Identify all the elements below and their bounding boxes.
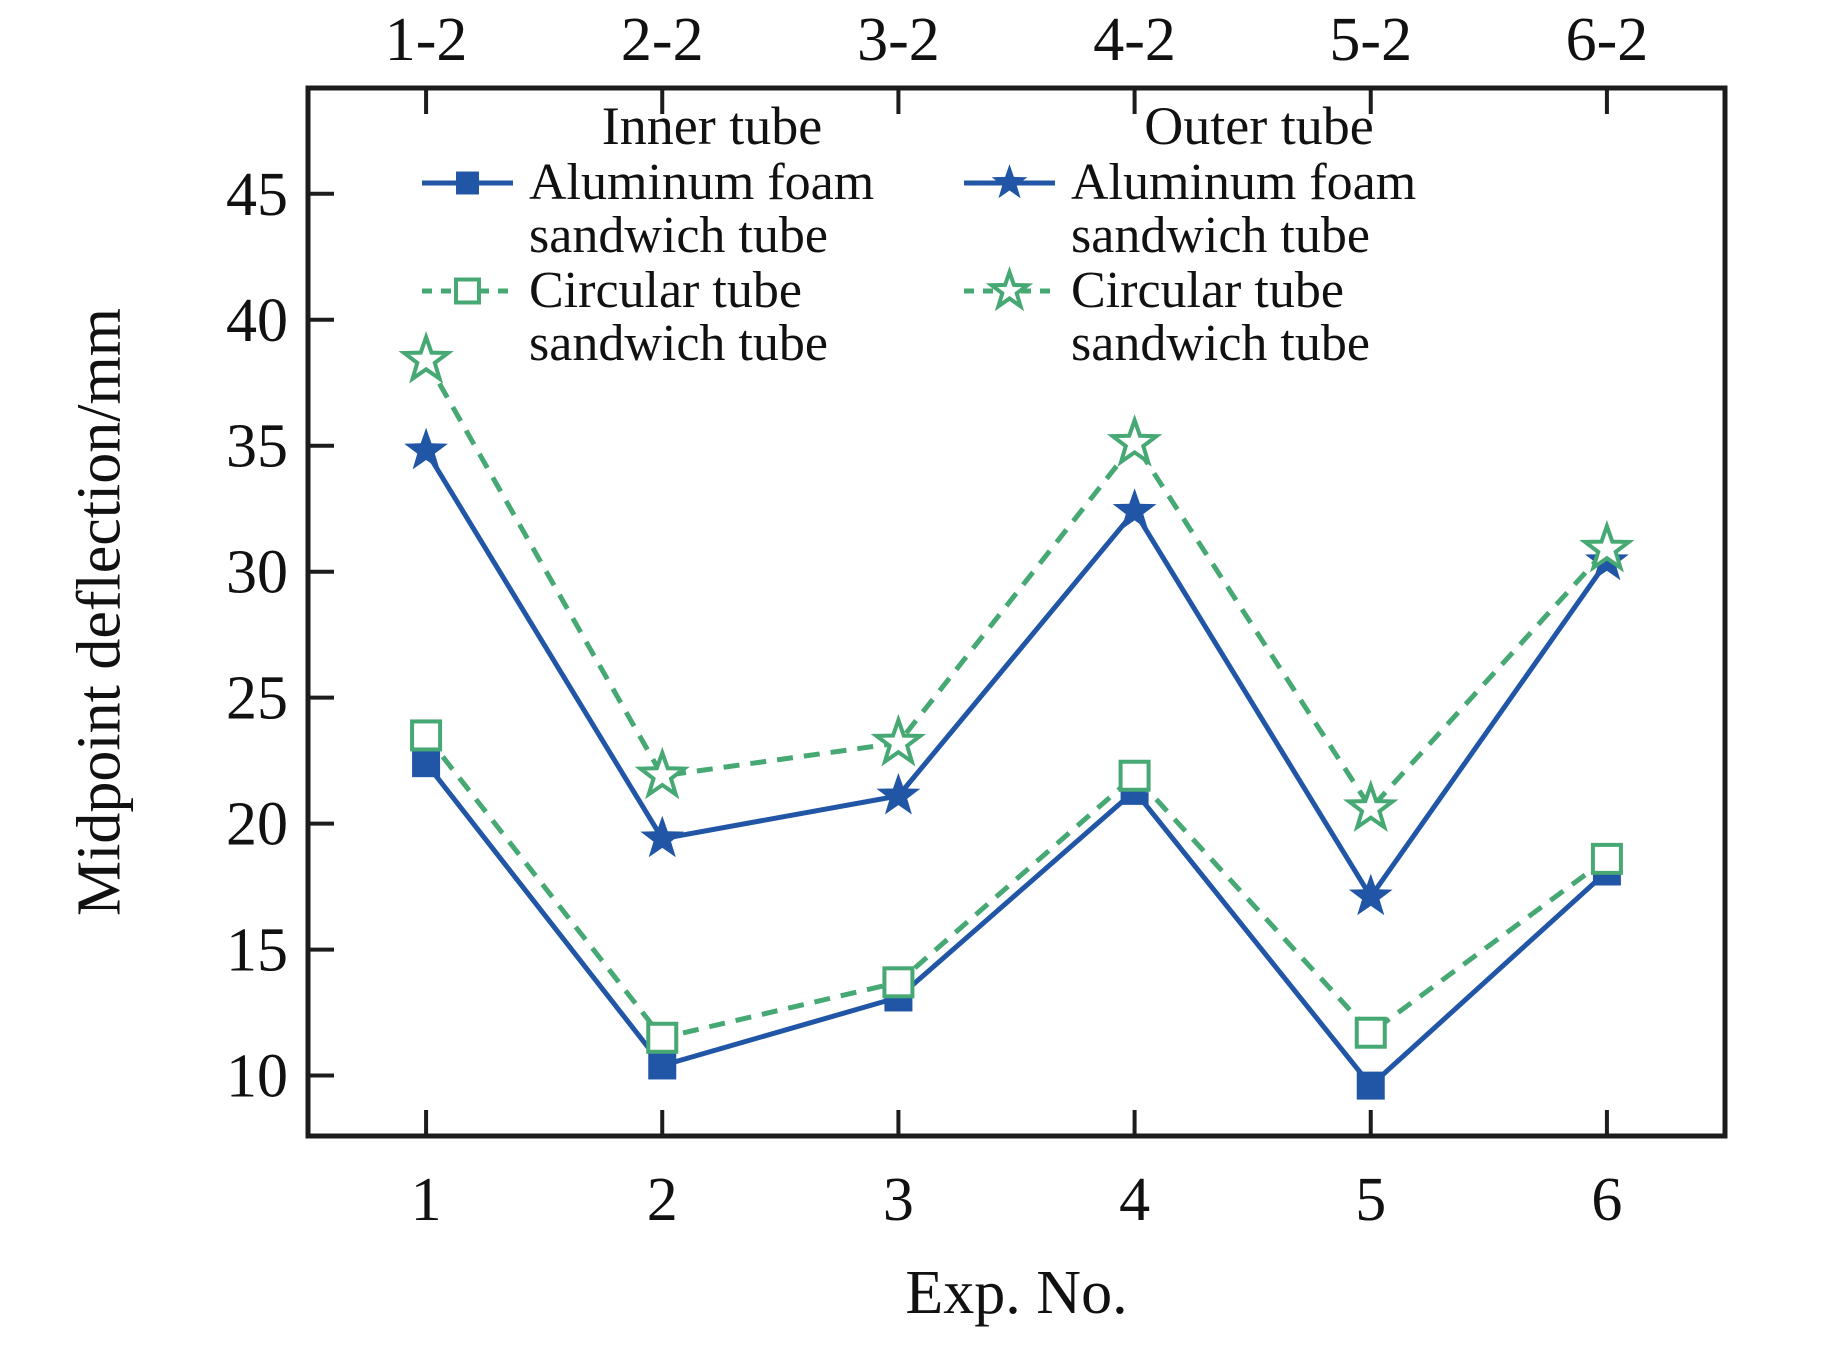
legend-column-inner: Inner tube Aluminum foam sandwich tube C…: [420, 98, 895, 370]
x-axis-title: Exp. No.: [905, 1259, 1128, 1327]
series-1: [410, 719, 1623, 1054]
legend-sample-marker: [985, 265, 1034, 312]
legend-marker-filled-star-icon: [964, 164, 1055, 199]
series-2: [404, 427, 1629, 916]
legend-header-outer: Outer tube: [1144, 96, 1374, 156]
series-line-1: [424, 733, 1609, 1041]
legend-label-outer-circular: Circular tube sandwich tube: [1071, 262, 1370, 372]
legend-label-inner-aluminum: Aluminum foam sandwich tube: [529, 154, 875, 264]
marker-s1-x6: [1590, 842, 1623, 875]
x-tick-label-top: 5-2: [1329, 6, 1412, 74]
legend-sample-marker: [454, 277, 481, 305]
legend-label-outer-aluminum: Aluminum foam sandwich tube: [1071, 154, 1417, 264]
marker-s1-x2: [646, 1021, 679, 1054]
x-tick-label-top: 2-2: [621, 6, 704, 74]
marker-s1-x3: [882, 966, 915, 999]
x-tick-label-bottom: 2: [647, 1166, 678, 1234]
y-tick-label: 45: [226, 161, 288, 229]
y-tick-label: 35: [226, 413, 288, 481]
y-tick-label: 20: [226, 791, 288, 859]
y-tick-label: 15: [226, 917, 288, 985]
marker-s1-x1: [410, 719, 443, 752]
marker-s3-x3: [870, 713, 927, 767]
legend-marker-open-star-icon: [964, 265, 1055, 312]
x-tick-label-top: 6-2: [1566, 6, 1649, 74]
legend-marker-filled-square-icon: [422, 171, 513, 195]
y-tick-label: 10: [226, 1043, 288, 1111]
y-tick-label: 25: [226, 665, 288, 733]
marker-s0-x1: [412, 749, 441, 778]
marker-s3-x5: [1343, 779, 1399, 833]
y-tick-label: 30: [226, 539, 288, 607]
y-axis-title: Midpoint deflection/mm: [65, 308, 134, 916]
x-tick-label-bottom: 4: [1119, 1166, 1150, 1234]
legend-entry-inner-aluminum: Aluminum foam sandwich tube: [420, 156, 895, 262]
legend-column-outer: Outer tube Aluminum foam sandwich tube C…: [962, 98, 1447, 370]
marker-s2-x4: [1112, 488, 1157, 530]
legend-label-inner-circular: Circular tube sandwich tube: [529, 262, 828, 372]
y-tick-label: 40: [226, 287, 288, 355]
marker-s1-x4: [1118, 759, 1151, 792]
x-tick-label-bottom: 5: [1355, 1166, 1386, 1234]
plot-border: [305, 85, 1728, 1139]
legend-entry-outer-aluminum: Aluminum foam sandwich tube: [962, 156, 1447, 262]
legend-entry-inner-circular: Circular tube sandwich tube: [420, 264, 895, 370]
x-tick-label-top: 3-2: [857, 6, 940, 74]
marker-s2-x5: [1348, 873, 1393, 916]
series-line-0: [424, 761, 1609, 1090]
x-tick-label-top: 1-2: [385, 6, 468, 74]
x-tick-label-bottom: 3: [883, 1166, 914, 1234]
marker-s3-x2: [634, 746, 690, 800]
legend-sample-marker: [991, 164, 1028, 199]
series-3: [398, 331, 1635, 833]
marker-s3-x4: [1106, 414, 1163, 467]
legend-entry-outer-circular: Circular tube sandwich tube: [962, 264, 1447, 370]
x-tick-label-top: 4-2: [1093, 6, 1176, 74]
legend-header-inner: Inner tube: [601, 96, 823, 156]
marker-s2-x3: [876, 772, 921, 815]
marker-s0-x5: [1356, 1071, 1385, 1100]
marker-s3-x6: [1579, 519, 1635, 573]
marker-s2-x1: [404, 427, 448, 470]
x-tick-label-bottom: 1: [411, 1166, 442, 1234]
x-tick-label-bottom: 6: [1591, 1166, 1622, 1234]
legend-sample-marker: [456, 171, 479, 195]
marker-s2-x2: [640, 815, 685, 858]
marker-s3-x1: [398, 331, 454, 384]
marker-s0-x2: [648, 1051, 677, 1080]
series-line-2: [423, 449, 1609, 902]
marker-s1-x5: [1354, 1016, 1387, 1049]
legend-marker-open-square-icon: [422, 277, 513, 305]
